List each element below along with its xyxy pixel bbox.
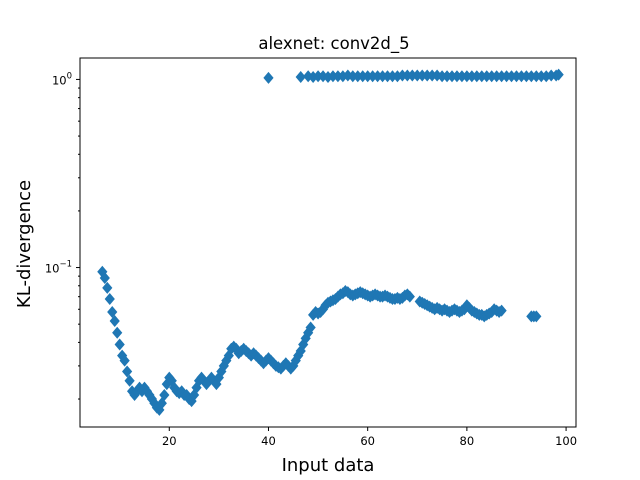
data-point: [531, 310, 542, 323]
data-point: [112, 326, 123, 339]
data-point: [263, 71, 274, 84]
data-point: [553, 68, 564, 81]
data-point: [295, 345, 306, 358]
data-point: [342, 69, 353, 82]
data-point: [303, 70, 314, 83]
data-point: [122, 365, 133, 378]
y-tick-label: 10−1: [45, 260, 72, 276]
data-point: [303, 326, 314, 339]
x-tick-label: 80: [460, 434, 475, 448]
data-point: [114, 338, 125, 351]
data-point: [541, 70, 552, 83]
data-point: [496, 304, 507, 317]
x-tick-label: 60: [360, 434, 375, 448]
data-points: [97, 68, 564, 416]
data-point: [288, 359, 299, 372]
data-point: [107, 306, 118, 319]
data-point: [102, 281, 113, 294]
plot-frame: [79, 57, 577, 428]
data-point: [317, 303, 329, 316]
data-point: [305, 321, 316, 334]
data-point: [109, 314, 120, 327]
x-axis-ticks: 20 40 60 80 100: [162, 427, 577, 448]
data-point: [293, 349, 304, 362]
chart-title: alexnet: conv2d_5: [258, 34, 409, 54]
x-tick-label: 20: [162, 434, 177, 448]
data-point: [404, 290, 415, 303]
x-tick-label: 40: [261, 434, 276, 448]
data-point: [317, 70, 329, 83]
data-point: [159, 389, 170, 402]
y-tick-label: 100: [52, 71, 72, 87]
data-point: [104, 293, 115, 306]
data-point: [119, 354, 130, 367]
data-point: [295, 71, 306, 84]
data-point: [99, 271, 110, 284]
data-point: [124, 374, 135, 387]
x-axis-label: Input data: [282, 455, 375, 476]
data-point: [459, 303, 470, 316]
y-axis-label: KL-divergence: [14, 180, 35, 308]
x-tick-label: 100: [555, 434, 577, 448]
